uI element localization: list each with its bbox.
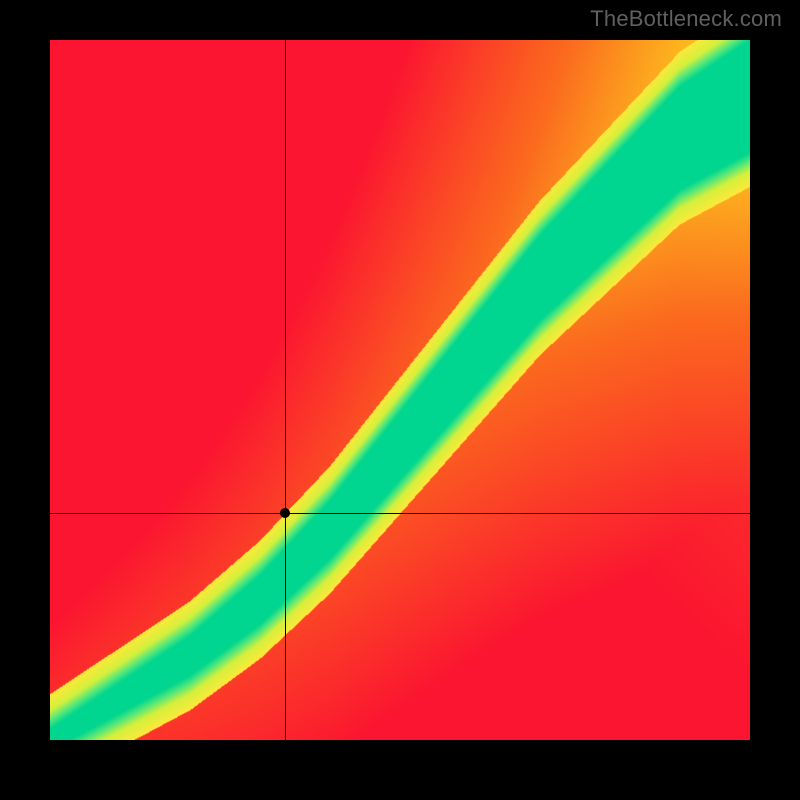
- crosshair-horizontal: [50, 513, 750, 514]
- chart-container: TheBottleneck.com: [0, 0, 800, 800]
- crosshair-vertical: [285, 40, 286, 740]
- watermark-text: TheBottleneck.com: [590, 6, 782, 32]
- plot-area: [50, 40, 750, 740]
- heatmap-canvas: [50, 40, 750, 740]
- crosshair-marker: [280, 508, 290, 518]
